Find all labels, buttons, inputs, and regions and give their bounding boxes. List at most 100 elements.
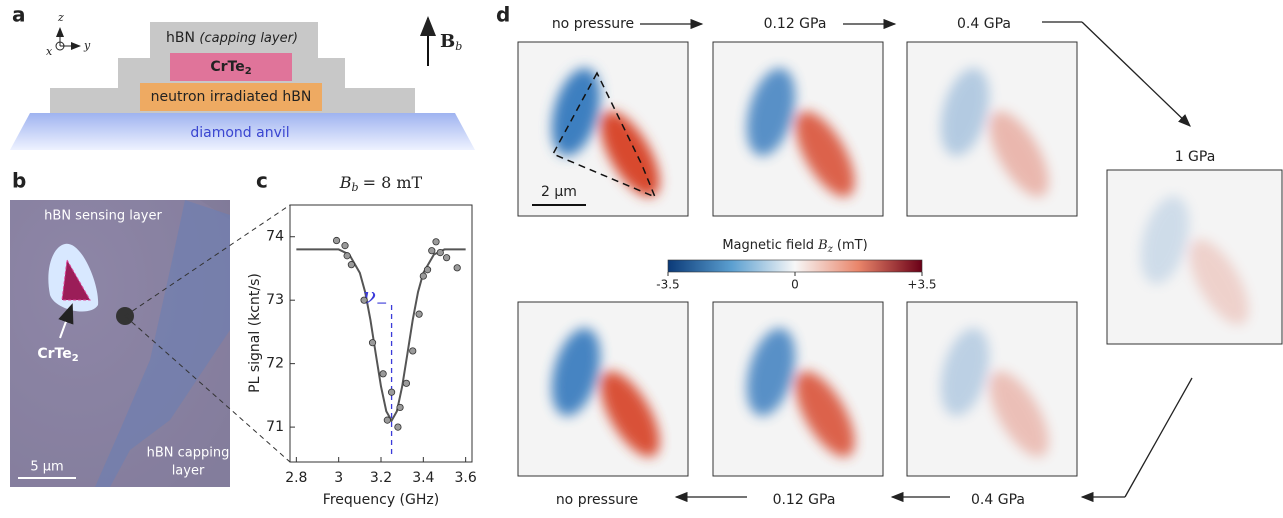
y-tick-label: 72 (266, 356, 284, 372)
arrow (1081, 21, 1191, 127)
map-field (551, 68, 660, 197)
colorbar-tick-label: 0 (791, 278, 799, 292)
data-point (394, 423, 402, 431)
annotation-sub: − (376, 295, 388, 311)
data-point (453, 264, 461, 272)
y-tick-label: 74 (266, 229, 284, 245)
colorbar-sub: z (827, 244, 834, 255)
chart-title: Bb = 8 mT (339, 173, 423, 195)
zoom-line (124, 204, 291, 317)
x-tick-label: 2.8 (285, 470, 307, 486)
map-blob (551, 328, 601, 416)
map-blob (989, 371, 1049, 457)
outline (551, 71, 657, 199)
colorbar-symbol: B (817, 238, 828, 253)
sample-label: CrTe2 (37, 346, 78, 364)
map-blob (940, 68, 990, 156)
map-label: 0.4 GPa (971, 492, 1025, 508)
panel-label: d (496, 3, 510, 27)
colorbar-tick-label: +3.5 (907, 278, 936, 292)
capping-label: hBN capping (147, 446, 230, 461)
scale-bar-label: 2 μm (541, 184, 577, 200)
capping-label: layer (172, 464, 205, 479)
data-point (368, 339, 377, 347)
y-tick-label: 71 (266, 419, 284, 435)
axis-label: z (57, 11, 64, 24)
data-point (423, 266, 432, 274)
panel-label: b (12, 169, 26, 193)
map-field (746, 68, 855, 197)
map-label: 0.4 GPa (957, 16, 1011, 32)
sample-label: CrTe2 (210, 59, 251, 77)
field-label: Bb (440, 31, 462, 53)
colorbar-label: Magnetic field Bz (mT) (722, 238, 867, 255)
x-tick-label: 3.6 (455, 470, 477, 486)
y-tick-label: 73 (266, 292, 284, 308)
x-tick-label: 3 (334, 470, 343, 486)
data-point (343, 252, 351, 260)
anvil-label: diamond anvil (190, 125, 289, 141)
map-blob (746, 328, 796, 416)
map-blob (1140, 196, 1190, 284)
irradiated-layer (140, 83, 322, 111)
map-field (746, 328, 855, 457)
map-field (551, 328, 660, 457)
map-label: no pressure (552, 16, 634, 32)
map-blob (600, 111, 660, 197)
irradiated-label: neutron irradiated hBN (151, 89, 312, 105)
map-frame (712, 41, 884, 217)
plot-frame (289, 204, 473, 463)
axis-label: x (46, 45, 53, 58)
capping-region (95, 200, 230, 487)
map-label: 0.12 GPa (773, 492, 836, 508)
map-field (940, 68, 1049, 197)
data-point (379, 370, 387, 378)
data-point (409, 347, 417, 355)
data-point (428, 247, 436, 255)
data-point (396, 403, 404, 412)
data-point (419, 272, 427, 280)
x-axis-label: Frequency (GHz) (323, 492, 439, 508)
colorbar-label-text: Magnetic field (722, 238, 814, 253)
arrow (1124, 377, 1193, 498)
map-label: 1 GPa (1175, 149, 1216, 165)
axis-label: y (83, 39, 91, 52)
map-blob (551, 68, 601, 156)
panel-label: a (12, 3, 26, 27)
data-point (341, 242, 349, 250)
map-field (1140, 196, 1249, 325)
colorbar-unit: (mT) (837, 238, 868, 253)
data-point (436, 248, 444, 257)
data-point (402, 379, 410, 387)
y-axis-label: PL signal (kcnt/s) (247, 273, 263, 393)
map-blob (795, 111, 855, 197)
maps: no pressure 0.12 GPa 0.4 GPa 1 GPa no pressu… (517, 16, 1283, 508)
map-label: no pressure (556, 492, 638, 508)
colorbar-tick-label: -3.5 (656, 278, 679, 292)
map-blob (940, 328, 990, 416)
zoom-line (124, 315, 291, 463)
sample-flake (61, 258, 91, 301)
x-tick-label: 3.4 (412, 470, 434, 486)
fit-line (296, 248, 466, 423)
data-point (432, 238, 440, 246)
anvil (10, 113, 475, 150)
data-point (360, 296, 368, 304)
pointer (58, 303, 74, 339)
map-blob (1189, 239, 1249, 325)
panel-label: c (256, 169, 268, 193)
sensing-label: hBN sensing layer (44, 209, 162, 224)
map-field (940, 328, 1049, 457)
data-point (415, 310, 423, 318)
chart: Bb = 8 mT Frequency (GHz) PL signal (kcnt… (247, 173, 477, 509)
colorbar (667, 259, 923, 273)
data-point (387, 388, 396, 396)
data-point (332, 236, 341, 245)
x-tick-label: 3.2 (370, 470, 392, 486)
map-label: 0.12 GPa (764, 16, 827, 32)
micrograph: hBN sensing layer CrTe2 hBN capping laye… (10, 200, 291, 487)
schematic: hBN (capping layer) CrTe2 neutron irradi… (10, 11, 475, 150)
scale-bar-label: 5 μm (30, 460, 63, 475)
sample-layer (170, 53, 292, 81)
